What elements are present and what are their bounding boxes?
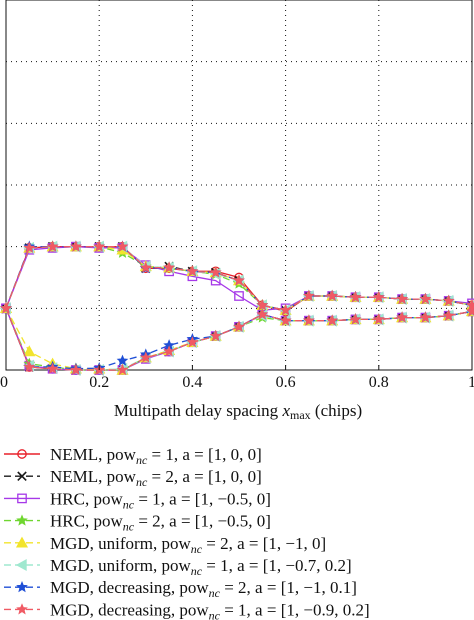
data-point bbox=[70, 363, 82, 376]
x-axis-ticks: 0 0.2 0.4 0.6 0.8 1 bbox=[0, 365, 474, 391]
data-point bbox=[442, 294, 455, 306]
data-point bbox=[209, 329, 222, 342]
data-point bbox=[23, 241, 36, 253]
x-tick-label: 0 bbox=[0, 374, 8, 391]
data-point bbox=[303, 314, 315, 326]
legend-item: MGD, decreasing, pownc = 2, a = [1, −1, … bbox=[4, 578, 357, 600]
grid-lines bbox=[6, 0, 472, 370]
legend-label: HRC, pownc = 1, a = [1, −0.5, 0] bbox=[50, 489, 271, 511]
data-point bbox=[139, 351, 152, 363]
data-point bbox=[396, 311, 408, 323]
data-point bbox=[116, 240, 129, 252]
data-point bbox=[0, 302, 12, 314]
data-point bbox=[326, 289, 339, 302]
data-point bbox=[256, 308, 269, 320]
legend-marker bbox=[17, 449, 27, 459]
legend-marker bbox=[16, 603, 28, 615]
x-axis-label-var: x bbox=[281, 401, 290, 420]
data-point bbox=[209, 266, 222, 278]
data-point bbox=[349, 313, 362, 325]
data-point bbox=[163, 261, 175, 273]
plot-frame bbox=[5, 0, 473, 371]
x-tick-label: 0.8 bbox=[369, 374, 389, 391]
legend-marker bbox=[15, 558, 27, 572]
data-point bbox=[326, 314, 339, 326]
series-7 bbox=[0, 240, 474, 374]
legend-label: HRC, pownc = 2, a = [1, −0.5, 0] bbox=[50, 512, 271, 534]
legend-marker bbox=[17, 493, 27, 504]
x-tick-label: 0.2 bbox=[89, 374, 109, 391]
data-point bbox=[279, 304, 292, 316]
series-1 bbox=[1, 241, 474, 375]
data-point bbox=[419, 311, 432, 323]
legend-marker bbox=[15, 536, 29, 548]
data-point bbox=[419, 292, 432, 305]
data-point bbox=[70, 240, 82, 252]
data-point bbox=[372, 290, 385, 303]
data-point bbox=[256, 299, 269, 311]
series-line-upper bbox=[5, 246, 473, 311]
data-point bbox=[23, 345, 36, 357]
legend: NEML, pownc = 1, a = [1, 0, 0]NEML, pown… bbox=[4, 445, 370, 620]
legend-item: MGD, uniform, pownc = 1, a = [1, −0.7, 0… bbox=[4, 556, 352, 578]
data-point bbox=[186, 336, 199, 348]
series-8 bbox=[0, 240, 474, 376]
data-point bbox=[466, 305, 474, 317]
legend-item: NEML, pownc = 2, a = [1, 0, 0] bbox=[4, 467, 262, 489]
data-point bbox=[163, 345, 175, 357]
series-2 bbox=[1, 241, 474, 375]
data-point bbox=[93, 240, 106, 252]
data-point bbox=[442, 309, 455, 321]
data-point bbox=[46, 240, 59, 252]
series-3 bbox=[1, 241, 474, 375]
data-point bbox=[139, 261, 152, 273]
x-tick-label: 1 bbox=[468, 374, 474, 391]
legend-marker bbox=[16, 514, 28, 526]
data-point bbox=[116, 363, 129, 376]
data-point bbox=[116, 354, 129, 366]
legend-label: MGD, decreasing, pownc = 2, a = [1, −1, … bbox=[50, 578, 357, 600]
data-point bbox=[233, 320, 245, 332]
data-point bbox=[234, 291, 244, 301]
data-point bbox=[233, 274, 245, 286]
x-axis-label-suffix: (chips) bbox=[311, 401, 362, 420]
x-tick-label: 0.6 bbox=[276, 374, 296, 391]
legend-label: MGD, decreasing, pownc = 1, a = [1, −0.9… bbox=[50, 600, 370, 620]
legend-item: MGD, decreasing, pownc = 1, a = [1, −0.9… bbox=[4, 600, 370, 620]
legend-marker bbox=[17, 471, 27, 481]
series-layer bbox=[0, 240, 474, 377]
data-point bbox=[396, 292, 408, 305]
legend-item: NEML, pownc = 1, a = [1, 0, 0] bbox=[4, 445, 262, 467]
legend-item: HRC, pownc = 1, a = [1, −0.5, 0] bbox=[4, 489, 271, 511]
x-tick-label: 0.4 bbox=[182, 374, 202, 391]
data-point bbox=[303, 289, 315, 302]
data-point bbox=[372, 313, 385, 325]
data-point bbox=[46, 362, 59, 374]
x-axis-label-prefix: Multipath delay spacing bbox=[114, 401, 283, 420]
legend-marker bbox=[16, 581, 28, 593]
legend-label: MGD, uniform, pownc = 1, a = [1, −0.7, 0… bbox=[50, 556, 352, 578]
legend-label: NEML, pownc = 1, a = [1, 0, 0] bbox=[50, 445, 262, 467]
data-point bbox=[349, 290, 362, 303]
x-axis-label-sub: max bbox=[290, 408, 311, 422]
legend-label: NEML, pownc = 2, a = [1, 0, 0] bbox=[50, 467, 262, 489]
data-point bbox=[186, 265, 199, 277]
x-axis-label: Multipath delay spacing xmax (chips) bbox=[114, 401, 362, 422]
legend-item: MGD, uniform, pownc = 2, a = [1, −1, 0] bbox=[4, 534, 326, 556]
legend-label: MGD, uniform, pownc = 2, a = [1, −1, 0] bbox=[50, 534, 326, 556]
data-point bbox=[23, 360, 36, 372]
legend-item: HRC, pownc = 2, a = [1, −0.5, 0] bbox=[4, 512, 271, 534]
data-point bbox=[279, 314, 292, 326]
